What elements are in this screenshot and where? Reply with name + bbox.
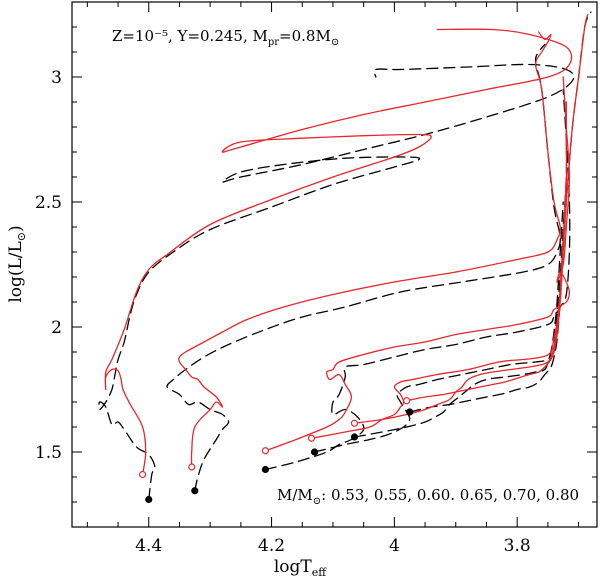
track-0-55-black [166,43,561,492]
y-axis-title: log(L/L⊙) [6,225,28,302]
series-layer [98,11,592,501]
start-point-0-53-black [145,495,153,504]
x-tick-label: 4.2 [258,536,285,556]
y-tick-label: 1.5 [35,443,62,463]
annotation-top: Z=10⁻⁵, Y=0.245, Mpr=0.8M⊙ [112,27,339,48]
y-tick-label: 3 [51,68,62,88]
track-0-80-red [405,13,589,402]
start-point-0-80-red [403,397,411,405]
track-0-53-red [104,28,573,476]
marker-layer [139,397,414,504]
x-tick-label: 3.8 [504,536,531,556]
start-point-0-55-black [191,487,199,495]
x-tick-label: 4 [389,536,400,556]
start-point-0-53-red [139,470,147,479]
y-tick-label: 2 [51,318,62,338]
start-point-0-70-red [350,419,359,427]
track-0-80-black [409,11,592,413]
tick-layer: 4.4 4.2 4 3.8 1.5 2 2.5 3 [35,2,597,556]
start-point-0-55-red [188,463,196,471]
track-0-60-red [264,76,571,452]
track-0-60-black [264,88,571,471]
start-point-0-60-black [261,465,270,474]
annotation-bottom: M/M⊙: 0.53, 0.55, 0.60. 0.65, 0.70, 0.80 [277,486,579,507]
x-tick-label: 4.4 [135,536,162,556]
start-point-0-70-black [350,433,359,441]
start-point-0-65-red [307,434,316,442]
plot-frame [71,1,598,528]
track-0-70-red [353,176,567,424]
start-point-0-65-black [310,448,319,456]
y-tick-label: 2.5 [35,193,62,213]
track-0-55-red [178,31,561,468]
start-point-0-80-black [406,408,414,416]
x-axis-title: logTeff [274,557,327,579]
start-point-0-60-red [261,447,270,455]
track-0-70-black [353,201,564,438]
track-0-65-black [313,126,568,453]
